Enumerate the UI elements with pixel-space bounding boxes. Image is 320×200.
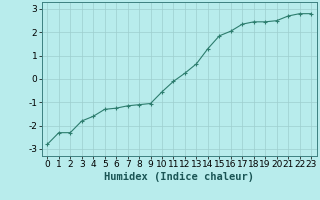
- X-axis label: Humidex (Indice chaleur): Humidex (Indice chaleur): [104, 172, 254, 182]
